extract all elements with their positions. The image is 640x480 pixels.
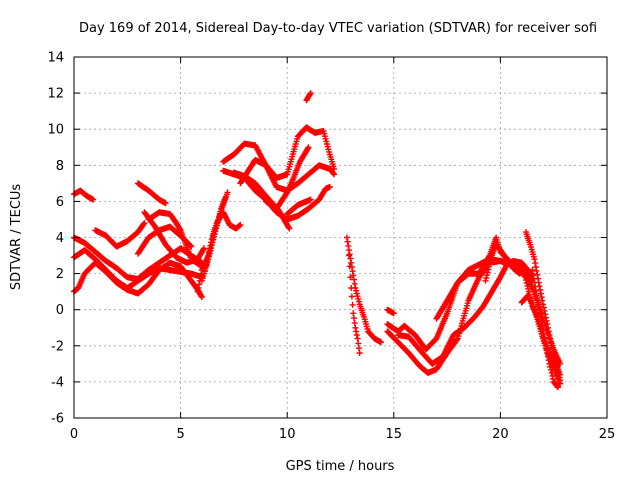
data-point: [188, 243, 195, 250]
x-tick-label: 5: [176, 427, 184, 442]
chart-title: Day 169 of 2014, Sidereal Day-to-day VTE…: [79, 21, 597, 36]
data-point: [348, 293, 355, 300]
series-track-f: [135, 180, 169, 207]
y-tick-label: 6: [56, 195, 64, 210]
data-point: [346, 263, 353, 270]
series-track-t: [343, 234, 384, 346]
grid: [74, 57, 607, 418]
data-point: [200, 246, 207, 253]
x-axis-label: GPS time / hours: [286, 459, 395, 474]
y-tick-label: 8: [56, 159, 64, 174]
y-tick-label: 14: [47, 51, 64, 66]
y-tick-label: -6: [51, 412, 64, 427]
data-point: [286, 225, 293, 232]
data-point: [331, 165, 338, 172]
data-point: [212, 225, 219, 232]
data-point: [141, 220, 148, 227]
data-point: [356, 350, 363, 356]
y-tick-label: 0: [56, 303, 64, 318]
series-track-e: [92, 220, 148, 250]
data-point: [520, 265, 527, 272]
data-point: [198, 294, 205, 301]
data-point: [203, 259, 210, 266]
y-tick-label: -4: [51, 375, 64, 390]
series-track-q: [262, 144, 312, 212]
y-tick-label: 10: [47, 123, 64, 138]
x-tick-label: 15: [386, 427, 403, 442]
data-marks: [71, 90, 564, 391]
data-point: [326, 184, 333, 190]
data-point: [305, 144, 312, 151]
data-point: [208, 239, 215, 246]
data-point: [176, 226, 183, 233]
data-point: [349, 301, 356, 308]
data-point: [162, 200, 169, 207]
y-axis-label: SDTVAR / TECUs: [9, 184, 24, 291]
series-track-m: [220, 140, 338, 194]
data-point: [207, 245, 214, 252]
series-track-p: [237, 124, 338, 187]
data-point: [533, 292, 540, 299]
x-tick-label: 20: [492, 427, 509, 442]
data-point: [346, 252, 352, 259]
y-tick-label: 12: [47, 87, 64, 102]
x-tick-label: 0: [70, 427, 78, 442]
series-track-ae: [518, 292, 564, 387]
series-track-s: [303, 90, 314, 104]
data-point: [454, 336, 460, 343]
data-point: [307, 196, 314, 203]
data-point: [201, 245, 208, 252]
series-track-a: [71, 187, 97, 203]
data-point: [307, 90, 314, 97]
data-point: [90, 196, 97, 203]
series-track-l: [201, 209, 244, 277]
data-point: [347, 255, 354, 262]
data-point: [540, 301, 546, 308]
axis-ticks: 0 5 10 15 20 25 -6 -4 -2 0 2 4 6 8 10 12 14: [47, 51, 615, 443]
data-point: [348, 285, 355, 291]
x-tick-label: 10: [279, 427, 296, 442]
data-point: [306, 91, 313, 98]
y-tick-label: 2: [56, 267, 64, 282]
data-point: [486, 261, 493, 267]
series-track-r: [284, 196, 314, 217]
series-track-u: [346, 252, 363, 356]
data-point: [347, 274, 354, 281]
data-point: [331, 171, 338, 178]
data-point: [224, 189, 231, 196]
series-track-x: [384, 258, 525, 376]
series-track-aa: [482, 241, 523, 284]
data-point: [533, 267, 540, 274]
data-point: [390, 310, 397, 317]
data-point: [547, 335, 554, 342]
series-track-i: [135, 223, 195, 257]
data-point: [222, 194, 229, 201]
y-tick-label: 4: [56, 231, 64, 246]
data-point: [237, 221, 244, 228]
data-point: [557, 380, 564, 387]
y-tick-label: -2: [51, 339, 64, 354]
data-point: [378, 339, 384, 346]
data-point: [353, 332, 360, 338]
series-track-v: [384, 306, 397, 317]
data-point: [555, 384, 561, 391]
data-point: [140, 221, 147, 228]
data-point: [195, 285, 202, 291]
x-tick-label: 25: [599, 427, 616, 442]
